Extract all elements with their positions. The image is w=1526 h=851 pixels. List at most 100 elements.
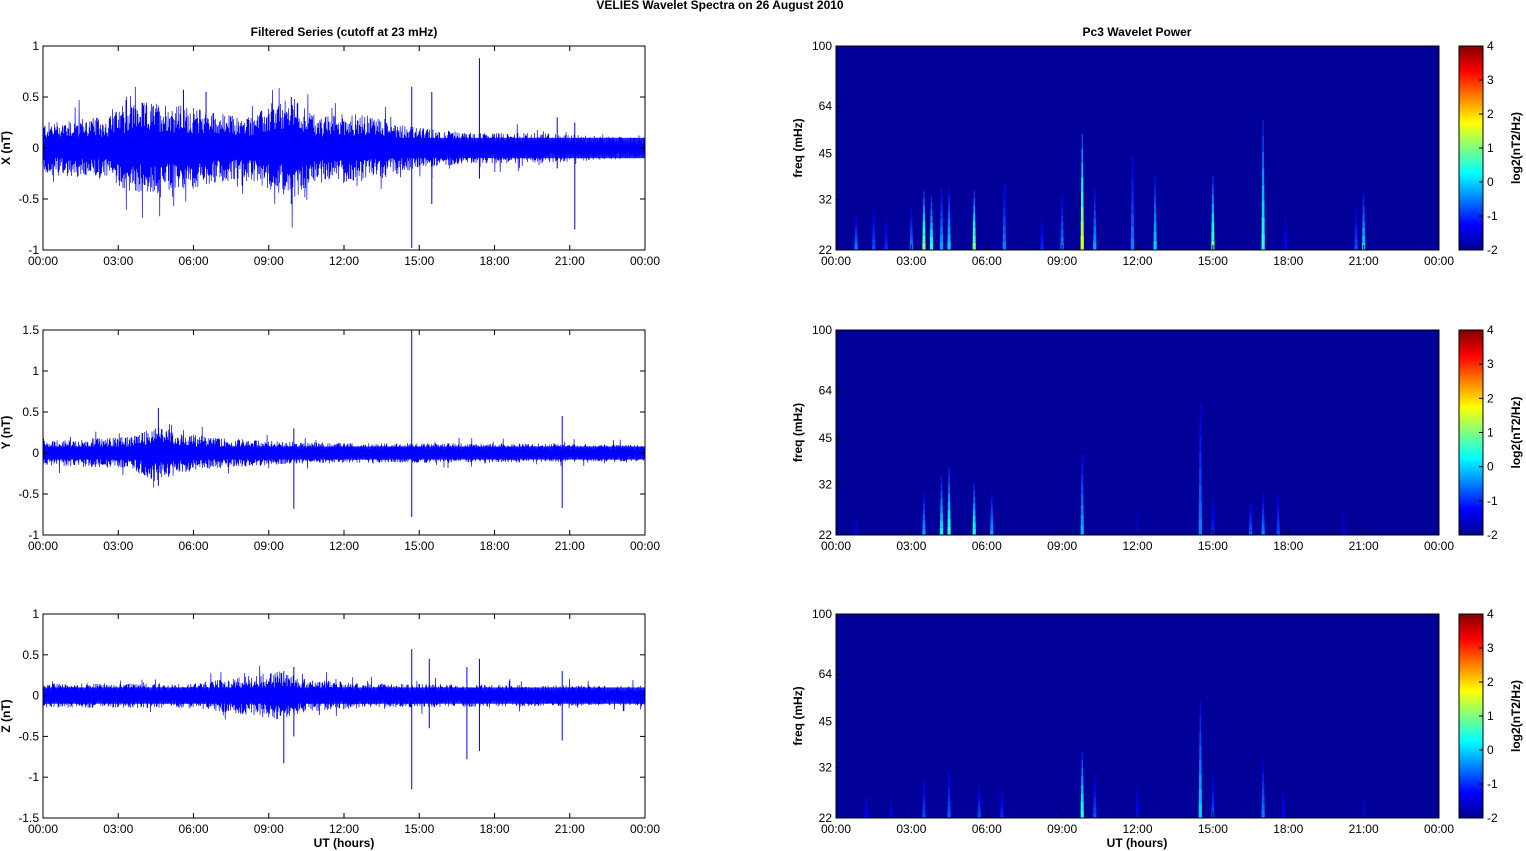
wavelet-burst: [1131, 179, 1134, 192]
wavelet-burst: [1131, 214, 1134, 227]
y-tick-label: 64: [819, 99, 833, 113]
wavelet-burst: [947, 800, 951, 807]
wavelet-burst: [1211, 797, 1215, 803]
y-tick-label: -1: [28, 770, 39, 784]
wavelet-burst: [1094, 776, 1096, 782]
wavelet-burst: [1081, 484, 1084, 495]
wavelet-burst: [948, 493, 951, 502]
wavelet-burst: [1080, 801, 1084, 810]
wavelet-burst: [1342, 523, 1345, 527]
y-tick-label: 32: [819, 761, 833, 775]
y-tick-label: 22: [819, 811, 833, 825]
wavelet-burst: [1262, 493, 1264, 499]
wavelet-burst: [885, 225, 888, 230]
wavelet-burst: [1094, 187, 1096, 196]
plot-area: [43, 614, 645, 818]
wavelet-burst: [947, 509, 951, 519]
y-tick-label: 45: [819, 147, 833, 161]
wavelet-burst: [1362, 198, 1365, 207]
wavelet-burst: [1093, 234, 1097, 243]
y-tick-label: -1: [28, 528, 39, 542]
series-core-band: [43, 137, 645, 159]
colorbar-tick-label: -1: [1487, 777, 1498, 791]
wavelet-burst: [1363, 795, 1365, 799]
wavelet-burst: [1362, 809, 1365, 813]
wavelet-burst: [864, 809, 868, 813]
y-tick-label: 1: [32, 39, 39, 53]
x-tick-label: 09:00: [1047, 254, 1077, 268]
wavelet-burst: [1001, 793, 1003, 798]
wavelet-burst: [1080, 524, 1084, 535]
wavelet-burst: [1354, 234, 1358, 240]
wavelet-burst: [1211, 791, 1214, 798]
wavelet-burst: [1080, 221, 1084, 236]
wavelet-burst: [1362, 806, 1365, 810]
wavelet-burst: [1276, 524, 1280, 530]
wavelet-burst: [1211, 231, 1215, 241]
wavelet-burst: [854, 233, 858, 238]
wavelet-burst: [923, 503, 925, 509]
wavelet-burst: [1136, 809, 1139, 814]
wavelet-burst: [1276, 519, 1280, 525]
x-tick-label: 12:00: [329, 254, 359, 268]
wavelet-burst: [940, 483, 943, 491]
wavelet-burst: [922, 799, 926, 805]
wavelet-burst: [1282, 800, 1285, 805]
wavelet-burst: [1363, 191, 1365, 199]
wavelet-burst: [948, 203, 950, 211]
wavelet-burst: [922, 220, 926, 229]
wavelet-burst: [923, 780, 925, 786]
colorbar-tick-label: -1: [1487, 494, 1498, 508]
wavelet-burst: [973, 191, 975, 199]
wavelet-burst: [1002, 233, 1006, 242]
x-tick-label: 06:00: [178, 539, 208, 553]
wavelet-burst: [1093, 210, 1096, 219]
wavelet-burst: [1211, 222, 1215, 232]
x-tick-label: 00:00: [1424, 822, 1454, 836]
series-core-band: [43, 446, 645, 460]
wavelet-burst: [884, 245, 888, 250]
wavelet-burst: [1262, 759, 1264, 767]
x-tick-label: 18:00: [1273, 822, 1303, 836]
wavelet-burst: [1041, 221, 1043, 226]
colorbar-tick-label: 0: [1487, 460, 1494, 474]
wavelet-burst: [1261, 788, 1265, 797]
wavelet-burst: [1131, 203, 1134, 215]
wavelet-burst: [1081, 776, 1084, 785]
x-tick-label: 12:00: [1122, 822, 1152, 836]
x-tick-label: 21:00: [555, 822, 585, 836]
wavelet-burst: [1261, 233, 1265, 250]
wavelet-burst: [948, 789, 951, 795]
colorbar-label: log2(nT2/Hz): [1509, 397, 1523, 469]
colorbar-tick-label: -2: [1487, 811, 1498, 825]
wavelet-burst: [1081, 751, 1083, 760]
wavelet-burst: [1262, 766, 1264, 775]
wavelet-burst: [855, 517, 857, 520]
colorbar-tick-label: 3: [1487, 641, 1494, 655]
wavelet-burst: [1003, 191, 1006, 201]
x-tick-label: 15:00: [404, 539, 434, 553]
wavelet-burst: [1081, 134, 1083, 149]
wavelet-burst: [854, 241, 858, 246]
x-tick-label: 12:00: [1122, 254, 1152, 268]
wavelet-burst: [1212, 185, 1214, 195]
wavelet-burst: [1362, 213, 1365, 221]
wavelet-burst: [991, 498, 993, 504]
wavelet-burst: [864, 812, 868, 816]
x-tick-label: 06:00: [972, 254, 1002, 268]
wavelet-burst: [947, 518, 951, 527]
wavelet-burst: [973, 503, 976, 510]
wavelet-burst: [930, 202, 933, 210]
y-tick-label: -0.5: [18, 729, 39, 743]
wavelet-burst: [1081, 177, 1084, 193]
y-tick-label: 32: [819, 193, 833, 207]
series-panel-x: 10.50-0.5-100:00 03:00 06:00 09:00 12:00 15:0…: [0, 39, 660, 268]
x-tick-label: 00:00: [28, 254, 58, 268]
wavelet-burst: [1154, 185, 1156, 195]
wavelet-burst: [889, 812, 893, 816]
wavelet-burst: [854, 530, 858, 533]
wavelet-burst: [1199, 760, 1202, 775]
wavelet-burst: [1061, 202, 1063, 210]
wavelet-burst: [865, 795, 867, 799]
y-tick-label: 64: [819, 667, 833, 681]
